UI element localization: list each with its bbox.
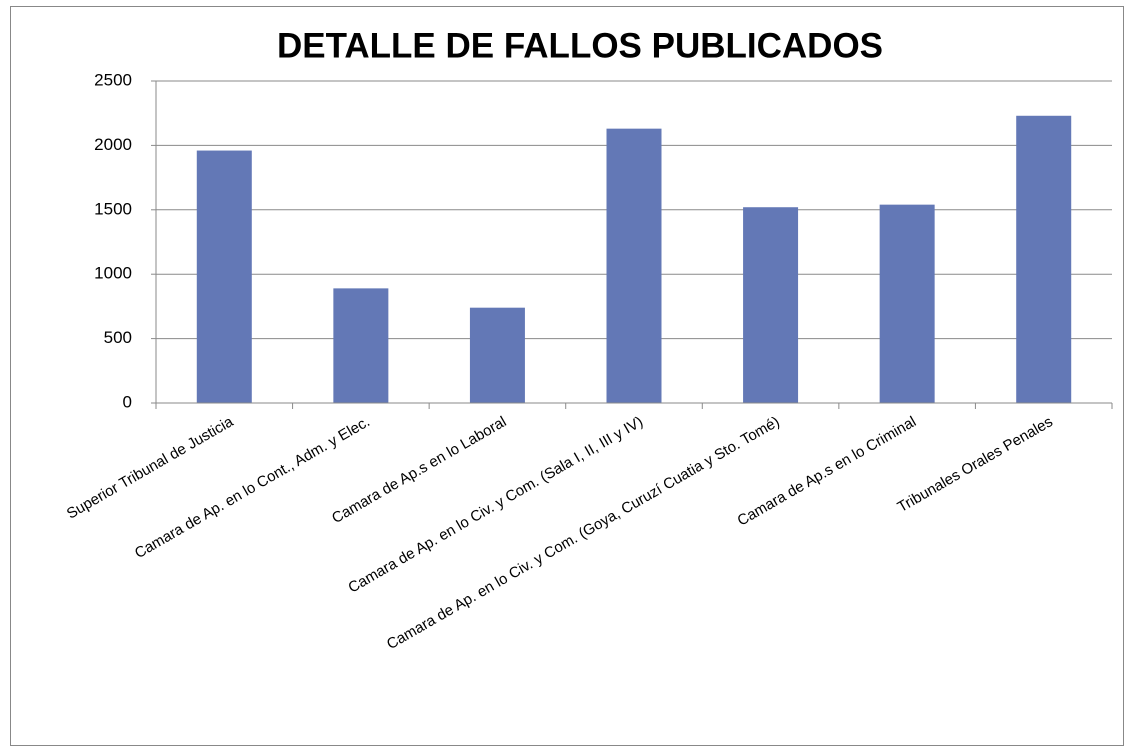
- bar: [606, 128, 662, 403]
- y-tick-label: 1000: [94, 264, 132, 283]
- bar: [333, 288, 389, 403]
- bar: [743, 207, 799, 403]
- bar: [469, 307, 525, 403]
- chart-title: DETALLE DE FALLOS PUBLICADOS: [277, 26, 883, 65]
- bar: [196, 150, 252, 403]
- y-tick-label: 2500: [94, 70, 132, 89]
- y-tick-label: 0: [123, 392, 132, 411]
- bar: [879, 204, 935, 403]
- y-tick-label: 2000: [94, 135, 132, 154]
- bar: [1016, 115, 1072, 403]
- chart-border: [10, 6, 1124, 746]
- y-tick-label: 500: [104, 328, 132, 347]
- y-tick-label: 1500: [94, 199, 132, 218]
